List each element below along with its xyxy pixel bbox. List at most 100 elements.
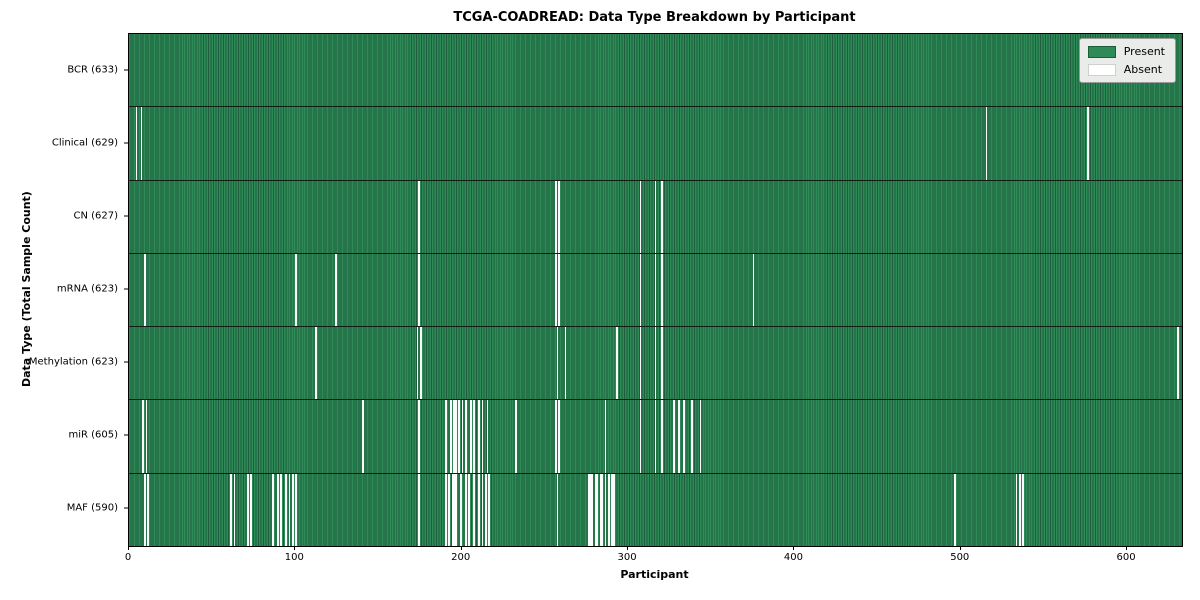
absent-stripe <box>639 180 642 253</box>
x-tick-label-500: 500 <box>950 552 970 563</box>
y-tick-label-cn: CN (627) <box>73 210 118 222</box>
absent-stripe <box>247 473 249 546</box>
absent-stripe <box>556 473 559 546</box>
absent-stripe <box>639 253 642 327</box>
row-bcr <box>129 34 1182 108</box>
absent-stripe <box>450 400 452 473</box>
absent-stripe <box>554 253 557 327</box>
absent-stripe <box>1022 473 1024 546</box>
absent-stripe <box>295 253 297 327</box>
absent-stripe <box>613 473 615 546</box>
absent-stripe <box>661 327 663 400</box>
x-tick-mark <box>793 546 795 550</box>
plot-area <box>128 33 1183 547</box>
absent-stripe <box>143 253 146 327</box>
absent-stripe <box>250 473 253 546</box>
absent-stripe <box>451 473 454 546</box>
absent-stripe <box>230 473 233 546</box>
absent-stripe <box>277 473 279 546</box>
row-methylation <box>129 327 1182 401</box>
absent-stripe <box>285 473 288 546</box>
y-tick-label-mrna: mRNA (623) <box>56 283 118 295</box>
absent-stripe <box>460 473 462 546</box>
x-tick-label-600: 600 <box>1116 552 1136 563</box>
x-tick-label-400: 400 <box>783 552 803 563</box>
absent-stripe <box>639 400 642 473</box>
absent-stripe <box>233 473 236 546</box>
y-tick-label-mir: miR (605) <box>68 429 118 441</box>
absent-swatch-icon <box>1087 63 1116 76</box>
absent-stripe <box>295 473 297 546</box>
absent-stripe <box>465 473 467 546</box>
absent-stripe <box>481 400 484 473</box>
legend-present-label: Present <box>1123 45 1165 58</box>
absent-stripe <box>478 400 480 473</box>
absent-stripe <box>473 473 475 546</box>
absent-stripe <box>143 473 146 546</box>
y-tick-mark <box>124 361 128 363</box>
absent-stripe <box>611 473 614 546</box>
absent-stripe <box>465 400 467 473</box>
absent-stripe <box>481 473 484 546</box>
absent-stripe <box>486 400 489 473</box>
row-mrna <box>129 253 1182 328</box>
x-tick-mark <box>294 546 296 550</box>
absent-stripe <box>554 400 557 473</box>
absent-stripe <box>558 180 560 253</box>
legend: Present Absent <box>1078 38 1176 83</box>
row-cn <box>129 180 1182 254</box>
absent-stripe <box>418 473 421 546</box>
absent-stripe <box>470 400 472 473</box>
row-mir <box>129 400 1182 474</box>
absent-stripe <box>661 400 663 473</box>
absent-stripe <box>604 473 607 546</box>
y-tick-mark <box>124 507 128 509</box>
present-swatch-icon <box>1087 45 1116 58</box>
absent-stripe <box>654 253 657 327</box>
legend-absent-label: Absent <box>1123 63 1163 76</box>
absent-stripe <box>280 473 283 546</box>
absent-stripe <box>453 473 456 546</box>
absent-stripe <box>445 400 447 473</box>
absent-stripe <box>752 253 755 327</box>
absent-stripe <box>591 473 594 546</box>
x-tick-mark <box>128 546 129 550</box>
x-tick-label-300: 300 <box>617 552 637 563</box>
absent-stripe <box>418 253 421 327</box>
y-tick-mark <box>124 215 128 217</box>
absent-stripe <box>292 473 294 546</box>
absent-stripe <box>478 473 480 546</box>
absent-stripe <box>142 400 144 473</box>
absent-stripe <box>458 400 461 473</box>
legend-item-present: Present <box>1087 45 1165 58</box>
absent-stripe <box>594 473 597 546</box>
absent-stripe <box>1087 107 1089 180</box>
absent-stripe <box>616 327 619 400</box>
y-tick-label-maf: MAF (590) <box>66 502 118 514</box>
absent-stripe <box>699 400 702 473</box>
absent-stripe <box>589 473 592 546</box>
absent-stripe <box>473 400 475 473</box>
chart-title: TCGA-COADREAD: Data Type Breakdown by Pa… <box>453 10 856 25</box>
absent-stripe <box>599 473 602 546</box>
absent-stripe <box>596 473 599 546</box>
absent-stripe <box>135 107 138 180</box>
absent-stripe <box>288 473 291 546</box>
absent-stripe <box>661 180 663 253</box>
absent-stripe <box>672 400 675 473</box>
absent-stripe <box>588 473 590 546</box>
absent-stripe <box>455 400 457 473</box>
absent-stripe <box>661 253 663 327</box>
x-tick-mark <box>1126 546 1128 550</box>
legend-item-absent: Absent <box>1087 63 1165 76</box>
absent-stripe <box>461 400 464 473</box>
absent-stripe <box>453 400 456 473</box>
absent-stripe <box>315 327 317 400</box>
absent-stripe <box>145 400 148 473</box>
absent-stripe <box>608 473 610 546</box>
x-tick-label-200: 200 <box>451 552 471 563</box>
absent-stripe <box>488 473 490 546</box>
x-axis-title: Participant <box>620 568 689 581</box>
absent-stripe <box>985 107 988 180</box>
